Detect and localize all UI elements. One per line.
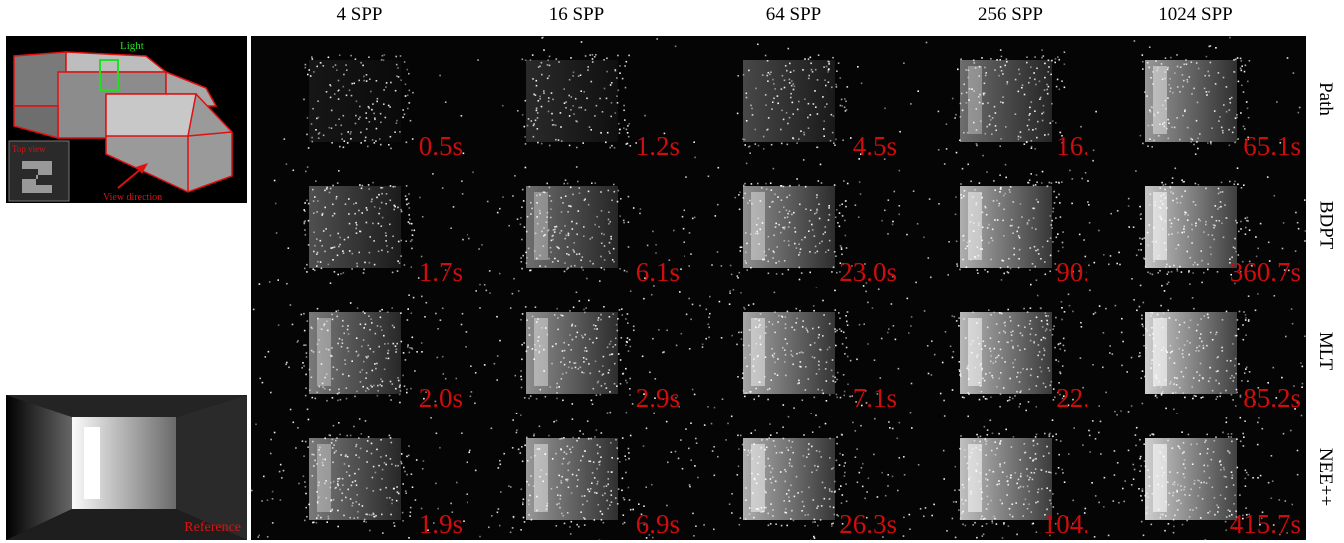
column-header-1024spp: 1024 SPP xyxy=(1158,4,1233,25)
light-marker xyxy=(99,59,119,91)
render-cell: 65.1s xyxy=(1087,36,1306,162)
render-time: 2.9s xyxy=(635,383,680,413)
lit-wall xyxy=(309,438,401,520)
row-label-neepp: NEE++ xyxy=(1315,447,1336,507)
column-header-256spp: 256 SPP xyxy=(978,4,1043,25)
render-time: 85.2s xyxy=(1243,383,1301,413)
light-opening xyxy=(1153,318,1167,386)
render-cell: 1.2s xyxy=(468,36,685,162)
render-time: 1.2s xyxy=(635,131,680,161)
view-direction-arrow xyxy=(117,167,143,189)
render-cell: 26.3s xyxy=(685,414,902,540)
light-opening xyxy=(317,444,331,512)
column-header-64spp: 64 SPP xyxy=(765,4,822,25)
light-opening xyxy=(751,192,765,260)
render-time: 7.1s xyxy=(852,383,897,413)
render-cell: 85.2s xyxy=(1087,288,1306,414)
light-opening xyxy=(1153,192,1167,260)
lit-wall xyxy=(309,186,401,268)
lit-wall xyxy=(1145,60,1237,142)
render-time: 415.7s xyxy=(1229,509,1301,539)
column-header-4spp: 4 SPP xyxy=(336,4,383,25)
light-opening xyxy=(534,444,548,512)
render-time: 6.9s xyxy=(635,509,680,539)
render-cell: 22.8s xyxy=(902,288,1119,414)
row-label-path: Path xyxy=(1315,82,1336,116)
render-time: 0.5s xyxy=(418,131,463,161)
render-cell: 16.6s xyxy=(902,36,1119,162)
lit-wall xyxy=(526,60,618,142)
row-label-mlt: MLT xyxy=(1315,331,1336,371)
light-opening xyxy=(968,444,982,512)
reference-label: Reference xyxy=(184,520,241,535)
view-direction-label: View direction xyxy=(103,192,162,203)
lit-wall xyxy=(309,60,401,142)
render-cell: 7.1s xyxy=(685,288,902,414)
reference-image: Reference xyxy=(6,395,247,540)
light-opening xyxy=(317,318,331,386)
light-opening xyxy=(1153,66,1167,134)
render-time: 26.3s xyxy=(839,509,897,539)
render-time: 65.1s xyxy=(1243,131,1301,161)
light-opening xyxy=(534,318,548,386)
render-time: 360.7s xyxy=(1229,257,1301,287)
top-view-label: Top view xyxy=(12,144,46,154)
render-cell: 360.7s xyxy=(1087,162,1306,288)
light-opening xyxy=(1153,444,1167,512)
row-label-bdpt: BDPT xyxy=(1315,200,1337,250)
light-opening xyxy=(751,318,765,386)
render-time: 1.9s xyxy=(418,509,463,539)
render-cell: 6.9s xyxy=(468,414,685,540)
render-time: 4.5s xyxy=(852,131,897,161)
render-cell: 415.7s xyxy=(1087,414,1306,540)
lit-wall xyxy=(526,186,618,268)
render-cell: 2.0s xyxy=(251,288,468,414)
lit-wall xyxy=(526,438,618,520)
light-opening xyxy=(534,192,548,260)
lit-wall xyxy=(743,60,835,142)
render-cell: 23.0s xyxy=(685,162,902,288)
render-cell: 4.5s xyxy=(685,36,902,162)
render-time: 23.0s xyxy=(839,257,897,287)
render-cell: 0.5s xyxy=(251,36,468,162)
render-cell: 2.9s xyxy=(468,288,685,414)
light-opening xyxy=(751,444,765,512)
lit-wall xyxy=(743,312,835,394)
render-cell: 6.1s xyxy=(468,162,685,288)
render-time: 6.1s xyxy=(635,257,680,287)
lit-wall xyxy=(960,60,1052,142)
render-cell: 1.9s xyxy=(251,414,468,540)
light-opening xyxy=(968,192,982,260)
scene-diagram: Light Top view View direction xyxy=(6,36,247,203)
render-cell: 90.4s xyxy=(902,162,1119,288)
render-time: 2.0s xyxy=(418,383,463,413)
column-header-16spp: 16 SPP xyxy=(548,4,605,25)
render-cell: 1.7s xyxy=(251,162,468,288)
light-opening xyxy=(968,66,982,134)
light-label: Light xyxy=(120,40,144,52)
render-time: 1.7s xyxy=(418,257,463,287)
top-view-shape xyxy=(22,161,52,193)
light-opening xyxy=(968,318,982,386)
